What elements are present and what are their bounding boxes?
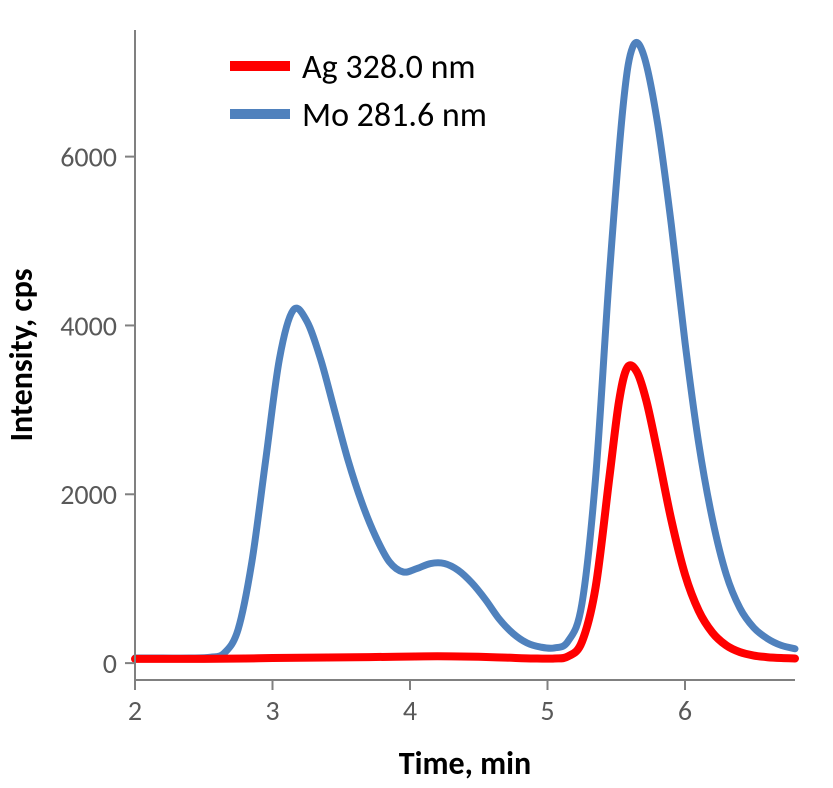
x-tick-label: 2 — [128, 693, 142, 728]
chromatogram-chart: 2 3 4 5 6 0 2000 4000 6000 Time, min Intensity, cp… — [0, 0, 833, 788]
y-axis-title: Intensity, cps — [2, 269, 41, 442]
y-tick-label: 2000 — [60, 477, 117, 512]
x-tick-label: 5 — [540, 693, 554, 728]
x-tick-label: 4 — [403, 693, 417, 728]
x-tick-label: 3 — [265, 693, 279, 728]
y-tick-label: 0 — [103, 646, 117, 681]
y-tick-label: 6000 — [60, 139, 117, 174]
chart-svg: 2 3 4 5 6 0 2000 4000 6000 Time, min Intensity, cp… — [0, 0, 833, 788]
legend-label: Ag 328.0 nm — [302, 47, 476, 88]
x-axis-title: Time, min — [399, 744, 531, 783]
y-tick-label: 4000 — [60, 308, 117, 343]
legend-label: Mo 281.6 nm — [302, 95, 487, 136]
x-tick-label: 6 — [678, 693, 692, 728]
